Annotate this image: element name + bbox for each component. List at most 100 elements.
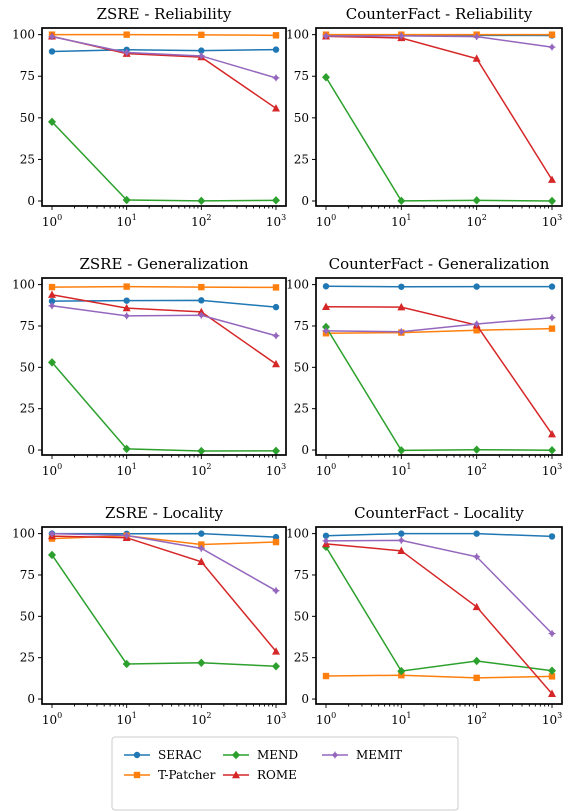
legend-label: ROME [257, 768, 297, 782]
data-point-t-patcher [198, 31, 205, 39]
data-point-serac [198, 47, 205, 54]
legend-box [111, 736, 459, 811]
panel-title: CounterFact - Reliability [346, 5, 533, 23]
data-point-mend [272, 196, 280, 205]
data-point-mend [472, 656, 481, 666]
chart-panel-6: CounterFact - Locality 0 25 50 75 100 100 101 10… [286, 504, 563, 727]
x-tick-label: 101 [391, 711, 411, 727]
y-tick-label: 0 [301, 692, 309, 706]
data-point-mend [548, 446, 556, 455]
data-point-t-patcher [548, 31, 556, 38]
data-point-rome [548, 175, 556, 183]
y-tick-label: 25 [20, 152, 35, 166]
data-point-mend [122, 195, 131, 205]
data-point-t-patcher [198, 283, 205, 291]
plot-frame [315, 526, 563, 705]
data-point-memit-cross [48, 302, 56, 310]
series-line-memit [325, 35, 553, 48]
plot-frame [41, 27, 287, 207]
x-tick-label: 103 [266, 711, 286, 727]
y-tick-label: 75 [20, 319, 35, 333]
y-tick-label: 25 [20, 651, 35, 665]
data-point-t-patcher [48, 283, 56, 291]
y-tick-label: 50 [294, 111, 309, 125]
data-point-serac [473, 530, 480, 537]
data-point-memit-cross [548, 630, 556, 637]
data-point-serac [198, 530, 205, 537]
legend-entry-t-patcher: T-Patcher [124, 768, 216, 782]
series-line-memit [51, 305, 277, 337]
data-point-mend [122, 659, 131, 669]
legend-label: SERAC [158, 748, 202, 762]
data-point-t-patcher [123, 283, 130, 290]
data-point-memit-cross [48, 530, 56, 538]
chart-panel-3: ZSRE - Generalization 0 25 50 75 100 100 101 102… [12, 255, 287, 478]
x-tick-label: 101 [116, 213, 136, 229]
y-tick-label: 75 [20, 69, 35, 83]
x-tick-label: 101 [116, 462, 136, 478]
series-line-rome [51, 293, 277, 365]
data-point-t-patcher [548, 673, 556, 680]
x-tick-label: 102 [191, 711, 211, 727]
y-tick-label: 75 [294, 568, 309, 582]
data-point-rome [272, 647, 280, 655]
data-point-rome [548, 429, 556, 438]
data-point-memit-cross [397, 328, 405, 336]
series-line-rome [325, 543, 553, 695]
x-tick-label: 102 [466, 213, 486, 229]
y-tick-label: 50 [20, 111, 35, 125]
series-line-rome [325, 306, 553, 435]
data-point-rome [472, 54, 481, 62]
data-point-memit-cross [272, 74, 280, 82]
y-tick-label: 75 [294, 69, 309, 83]
x-tick-label: 102 [191, 213, 211, 229]
y-tick-label: 100 [12, 28, 35, 42]
series-line-t-patcher [325, 674, 553, 679]
data-point-t-patcher [272, 284, 280, 291]
y-tick-label: 50 [294, 360, 309, 374]
data-point-mend [548, 196, 556, 206]
series-line-t-patcher [325, 327, 553, 334]
data-point-memit-cross [322, 537, 330, 545]
x-tick-label: 103 [542, 711, 562, 727]
x-tick-label: 101 [391, 462, 411, 478]
series-line-memit [51, 532, 277, 592]
data-point-memit-cross [123, 312, 131, 320]
plot-frame [315, 27, 563, 207]
data-point-rome [272, 359, 280, 368]
data-point-memit-cross [322, 327, 330, 335]
data-point-serac [272, 46, 280, 53]
series-line-t-patcher [52, 33, 277, 37]
data-point-mend [472, 445, 481, 454]
series-line-mend [51, 121, 277, 202]
series-line-serac [51, 48, 277, 53]
data-point-serac [398, 530, 405, 537]
data-point-mend [322, 322, 330, 332]
data-point-rome [472, 602, 481, 611]
data-point-mend [397, 446, 406, 455]
data-point-t-patcher [473, 327, 480, 334]
data-point-mend [48, 117, 56, 127]
y-tick-label: 0 [27, 692, 35, 706]
x-tick-label: 101 [116, 711, 136, 727]
data-point-rome [197, 557, 206, 565]
data-point-mend [197, 446, 206, 456]
data-point-rome [272, 104, 280, 112]
series-line-mend [51, 361, 277, 452]
y-tick-label: 50 [20, 360, 35, 374]
data-point-mend [197, 658, 206, 668]
legend-marker-cross [331, 751, 339, 759]
legend-label: MEMIT [356, 748, 402, 762]
x-tick-label: 103 [542, 462, 562, 478]
data-point-memit-cross [272, 587, 280, 595]
x-tick-label: 102 [466, 711, 486, 727]
data-point-serac [548, 533, 556, 540]
y-tick-label: 100 [286, 527, 309, 541]
data-point-rome [322, 302, 330, 310]
y-tick-label: 75 [294, 319, 309, 333]
y-tick-label: 25 [294, 651, 309, 665]
x-tick-label: 102 [466, 462, 486, 478]
legend-entry-mend: MEND [223, 748, 298, 762]
x-tick-label: 101 [391, 213, 411, 229]
